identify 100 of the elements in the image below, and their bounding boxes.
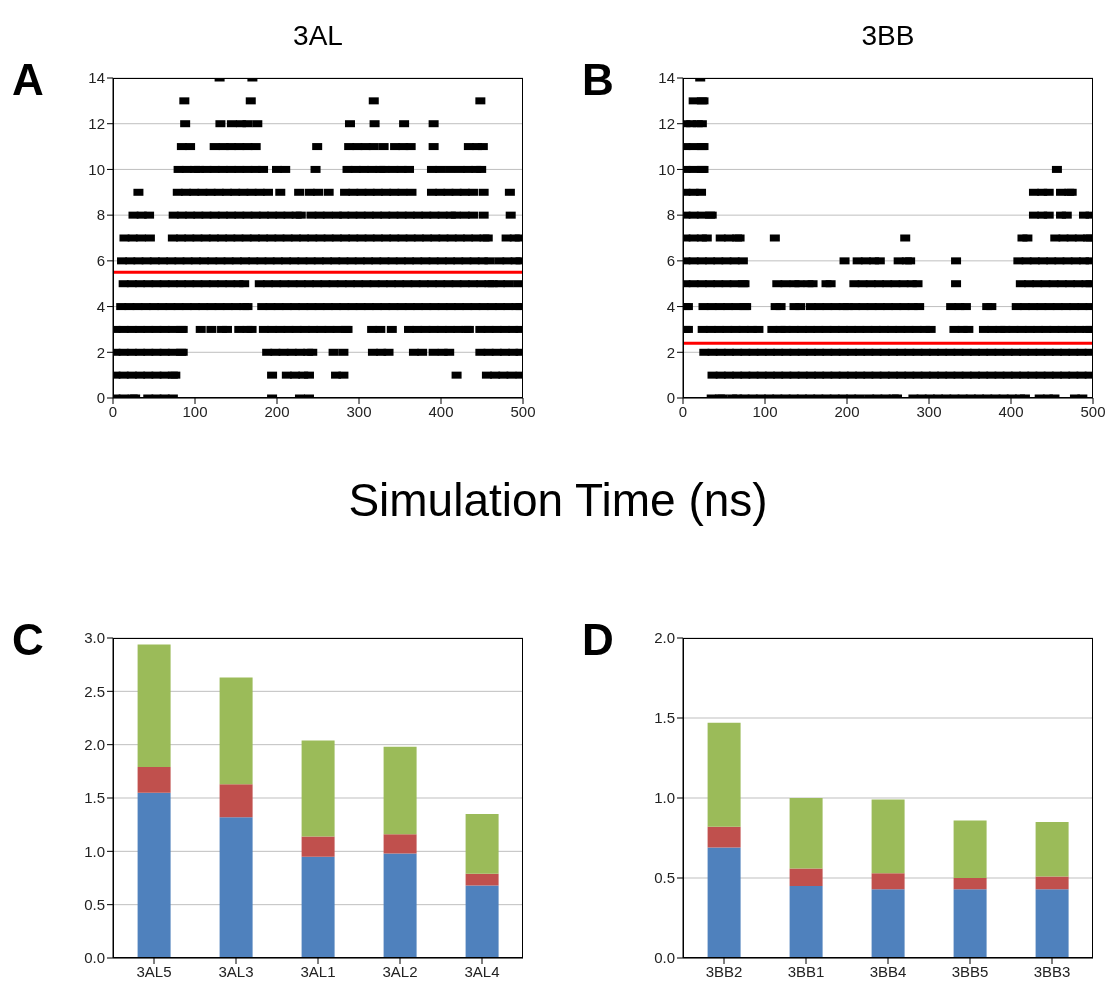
y-tick-label: 12 xyxy=(658,115,675,133)
x-tick-label: 3BB5 xyxy=(951,962,989,980)
point xyxy=(242,120,253,128)
point xyxy=(839,257,850,265)
point xyxy=(344,120,355,128)
y-tick-label: 8 xyxy=(96,206,105,224)
y-tick-label: 1.0 xyxy=(654,789,675,807)
point xyxy=(900,234,911,242)
bar xyxy=(137,767,171,793)
y-tick-label: 4 xyxy=(96,297,105,315)
bar xyxy=(953,820,987,878)
point xyxy=(849,280,860,288)
text: A xyxy=(12,55,44,104)
point xyxy=(825,280,836,288)
point xyxy=(451,371,462,379)
y-tick-label: 2 xyxy=(96,343,105,361)
bar xyxy=(383,834,417,854)
y-tick-label: 0 xyxy=(96,389,105,407)
point xyxy=(313,188,323,196)
x-tick-label: 500 xyxy=(1080,402,1106,420)
bar xyxy=(707,722,741,827)
point xyxy=(306,211,317,219)
point xyxy=(775,303,786,311)
point xyxy=(417,348,428,356)
point xyxy=(226,120,237,128)
bar xyxy=(789,886,823,958)
point xyxy=(310,165,321,173)
x-tick-label: 3BB1 xyxy=(787,962,825,980)
bar xyxy=(953,878,987,890)
point xyxy=(215,120,226,128)
bar xyxy=(871,889,905,958)
point xyxy=(795,303,806,311)
x-tick-label: 200 xyxy=(834,402,860,420)
bar xyxy=(871,799,905,874)
point xyxy=(312,143,323,151)
x-tick-label: 200 xyxy=(264,402,290,420)
x-tick-label: 400 xyxy=(998,402,1024,420)
point xyxy=(383,348,394,356)
x-tick-label: 500 xyxy=(510,402,536,420)
point xyxy=(378,143,389,151)
point xyxy=(503,280,514,288)
point xyxy=(699,348,710,356)
point xyxy=(195,325,206,333)
point xyxy=(504,188,515,196)
point xyxy=(701,234,712,242)
bar xyxy=(789,798,823,869)
point xyxy=(428,348,439,356)
point xyxy=(338,371,349,379)
bar xyxy=(137,644,171,768)
y-tick-label: 0.0 xyxy=(654,949,675,967)
text: B xyxy=(582,55,614,104)
point xyxy=(239,280,250,288)
bar xyxy=(465,814,499,874)
point xyxy=(206,325,217,333)
point xyxy=(951,257,962,265)
y-tick-label: 6 xyxy=(96,252,105,270)
y-tick-label: 6 xyxy=(666,252,675,270)
point xyxy=(428,120,439,128)
point xyxy=(404,165,415,173)
point xyxy=(262,188,273,196)
y-tick-label: 1.0 xyxy=(84,842,105,860)
bar xyxy=(707,826,741,848)
y-tick-label: 10 xyxy=(658,160,675,178)
bar xyxy=(871,873,905,890)
point xyxy=(737,257,748,265)
point xyxy=(185,143,196,151)
bar xyxy=(301,836,335,857)
point xyxy=(696,120,707,128)
point xyxy=(294,188,305,196)
point xyxy=(1051,165,1062,173)
point xyxy=(1061,211,1072,219)
x-tick-label: 400 xyxy=(428,402,454,420)
point xyxy=(949,325,960,333)
point xyxy=(368,97,379,105)
bar xyxy=(219,817,253,958)
point xyxy=(914,303,925,311)
bar xyxy=(465,873,499,886)
point xyxy=(246,325,257,333)
point xyxy=(1043,188,1054,196)
y-tick-label: 0.5 xyxy=(84,895,105,913)
chart-title: 3BB xyxy=(860,20,916,52)
point xyxy=(303,371,314,379)
bar xyxy=(301,740,335,837)
point xyxy=(399,120,410,128)
y-tick-label: 10 xyxy=(88,160,105,178)
point xyxy=(986,303,997,311)
bar xyxy=(219,677,253,785)
point xyxy=(1013,257,1024,265)
y-tick-label: 8 xyxy=(666,206,675,224)
bar xyxy=(219,784,253,818)
y-tick-label: 2 xyxy=(666,343,675,361)
point xyxy=(375,325,386,333)
point xyxy=(477,143,488,151)
point xyxy=(444,348,455,356)
point xyxy=(258,165,269,173)
bar xyxy=(383,746,417,835)
point xyxy=(133,188,144,196)
chart-title: 3AL xyxy=(292,20,344,52)
y-tick-label: 14 xyxy=(88,69,105,87)
x-tick-label: 3AL4 xyxy=(464,962,500,980)
